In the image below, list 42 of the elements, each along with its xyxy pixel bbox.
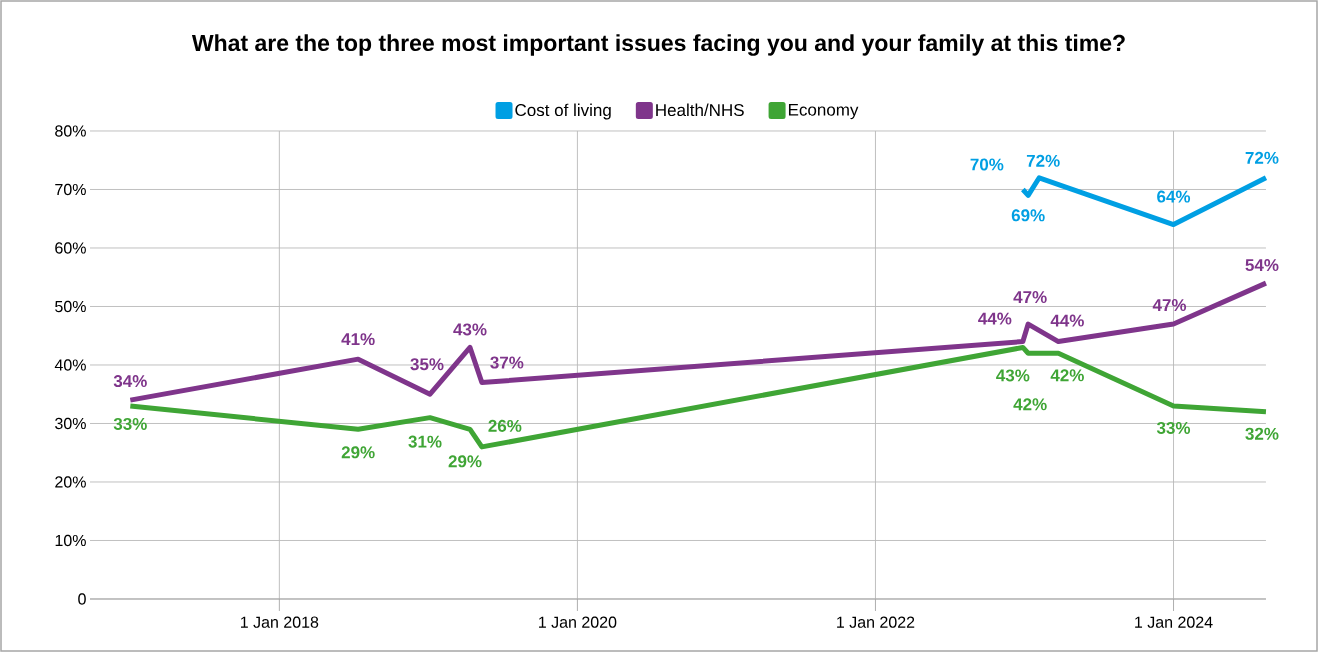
- data-label: 47%: [1152, 299, 1187, 312]
- data-label: 33%: [1156, 421, 1191, 434]
- data-label: 69%: [1011, 209, 1045, 222]
- data-label: 33%: [113, 417, 147, 430]
- x-tick-label: 1 Jan 2022: [837, 616, 915, 628]
- data-label: 34%: [113, 375, 147, 388]
- y-tick-label: 50%: [55, 300, 86, 313]
- y-tick-label: 20%: [55, 476, 86, 488]
- data-label: 32%: [1245, 427, 1279, 440]
- data-label: 43%: [996, 369, 1030, 382]
- data-label: 44%: [1050, 314, 1084, 327]
- data-label: 41%: [341, 333, 375, 346]
- data-label: 64%: [1157, 190, 1191, 203]
- y-tick-label: 80%: [55, 125, 86, 137]
- data-label: 35%: [410, 358, 444, 371]
- data-label: 42%: [1050, 369, 1084, 382]
- data-label: 31%: [408, 435, 442, 448]
- data-label: 47%: [1013, 291, 1047, 304]
- data-label: 72%: [1026, 154, 1060, 167]
- y-tick-label: 40%: [54, 359, 86, 371]
- x-tick-label: 1 Jan 2020: [539, 616, 617, 628]
- y-tick-label: 60%: [55, 242, 86, 254]
- data-label: 44%: [978, 312, 1012, 325]
- y-tick-label: 30%: [55, 417, 86, 430]
- x-tick-label: 1 Jan 2018: [240, 616, 319, 628]
- data-label: 26%: [488, 419, 522, 432]
- data-label: 37%: [490, 356, 524, 369]
- data-label: 29%: [341, 446, 375, 459]
- data-label: 54%: [1245, 259, 1279, 272]
- y-tick-label: 10%: [55, 534, 86, 547]
- legend-label: Economy: [788, 103, 859, 120]
- data-label: 29%: [448, 455, 482, 468]
- chart-title: What are the top three most important issues facing you and your family at this time?: [191, 34, 1125, 56]
- y-tick-label: 70%: [55, 183, 86, 196]
- data-label: 72%: [1245, 151, 1279, 164]
- legend-label: Cost of living: [515, 103, 611, 120]
- y-tick-label: 0: [78, 593, 86, 605]
- data-label: 42%: [1013, 398, 1047, 411]
- data-label: 70%: [970, 158, 1004, 171]
- x-tick-label: 1 Jan 2024: [1135, 616, 1213, 628]
- data-label: 43%: [453, 323, 487, 336]
- legend-label: Health/NHS: [656, 103, 744, 117]
